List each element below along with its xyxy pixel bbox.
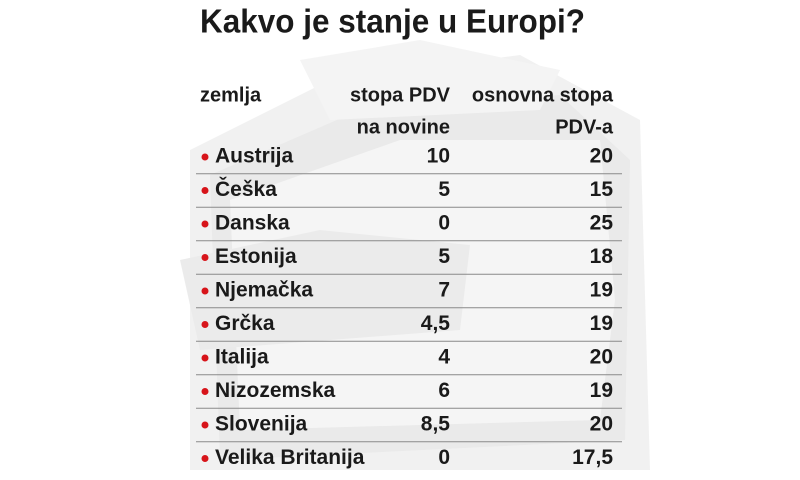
country: Austrija: [215, 145, 294, 168]
table: zemlja stopa PDV na novine osnovna stopa PDV…: [196, 84, 622, 469]
rate: 19: [590, 312, 613, 335]
column-header: stopa PDV: [350, 84, 451, 106]
country: Slovenija: [215, 413, 308, 436]
bullet: [201, 354, 209, 362]
rate: 19: [590, 379, 613, 402]
rate: 10: [427, 145, 450, 168]
rate: 5: [438, 178, 450, 201]
bullet: [201, 388, 209, 395]
rate: 25: [590, 212, 614, 235]
rate: 18: [590, 245, 614, 268]
column-header: na novine: [357, 116, 450, 138]
column-header: PDV-a: [555, 116, 614, 138]
bullet: [201, 287, 209, 295]
rate: 6: [438, 379, 450, 402]
country: Grčka: [215, 312, 275, 335]
rate: 20: [590, 346, 613, 369]
bullet: [201, 254, 209, 261]
rate: 20: [590, 145, 613, 168]
bullet: [201, 421, 209, 429]
title: Kakvo je stanje u Europi?: [200, 3, 585, 40]
bullet: [201, 187, 209, 194]
rate: 0: [438, 212, 450, 235]
rate: 7: [438, 279, 450, 302]
bullet: [201, 455, 209, 462]
rate: 0: [438, 446, 450, 469]
rate: 5: [438, 245, 450, 268]
rate: 8,5: [421, 413, 451, 436]
country: Italija: [215, 346, 269, 369]
country: Danska: [215, 212, 290, 235]
bullet: [201, 220, 209, 228]
rate: 4: [438, 346, 450, 369]
newspaper-background: [180, 40, 650, 470]
rate: 20: [590, 413, 613, 436]
rate: 17,5: [572, 446, 613, 469]
column-header: zemlja: [200, 84, 262, 106]
country: Češka: [215, 177, 277, 201]
bullet: [201, 153, 209, 161]
country: Velika Britanija: [215, 446, 365, 469]
country: Njemačka: [215, 279, 313, 302]
country: Nizozemska: [215, 379, 336, 402]
bullet: [201, 321, 209, 328]
rate: 4,5: [421, 312, 451, 335]
column-header: osnovna stopa: [472, 84, 614, 106]
rate: 19: [590, 279, 613, 302]
rate: 15: [590, 178, 614, 201]
country: Estonija: [215, 245, 297, 268]
